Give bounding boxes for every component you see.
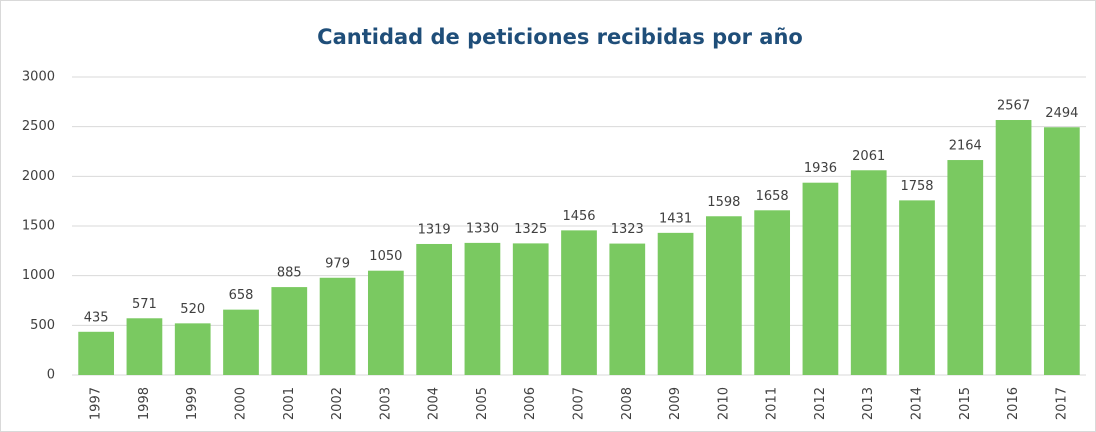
y-tick-label: 500 [30,318,55,333]
data-label: 2061 [852,149,885,164]
bar [319,277,356,375]
data-label: 435 [84,310,109,325]
data-label: 571 [132,297,157,312]
bar [609,243,646,375]
data-label: 2567 [997,99,1030,114]
bar [850,170,887,375]
y-tick-label: 1000 [22,268,55,283]
bar [271,287,308,375]
bar [899,200,935,375]
x-tick-label: 2004 [427,387,442,420]
x-tick-label: 1999 [185,387,200,420]
x-tick-label: 2011 [765,387,780,420]
bar [705,216,742,375]
x-tick-label: 2003 [378,387,393,420]
data-label: 885 [277,266,302,281]
data-label: 1050 [369,249,402,264]
bar [416,243,453,375]
bar [512,243,549,375]
bar [78,331,115,375]
bar [126,318,163,375]
y-tick-label: 3000 [22,70,55,85]
bar [802,182,839,375]
x-tick-label: 2006 [523,387,538,420]
x-tick-label: 1997 [89,387,104,420]
data-label: 1431 [659,211,692,226]
data-label: 658 [229,288,254,303]
bar [561,230,597,375]
bar [754,210,791,375]
x-tick-label: 2005 [475,387,490,420]
bar [1043,127,1080,375]
bar [174,323,211,375]
x-tick-label: 2017 [1054,387,1069,420]
data-label: 1323 [611,222,644,237]
y-tick-label: 2500 [22,119,55,134]
data-label: 1758 [900,179,933,194]
data-label: 1330 [466,221,499,236]
x-tick-label: 2014 [910,387,925,420]
x-tick-label: 2009 [668,387,683,420]
y-tick-label: 0 [47,368,55,383]
x-tick-label: 2007 [572,387,587,420]
data-label: 520 [180,302,205,317]
x-tick-label: 2000 [234,387,249,420]
x-tick-label: 2008 [620,387,635,420]
data-label: 1658 [756,189,789,204]
bar [947,160,984,375]
data-label: 1598 [707,195,740,210]
y-tick-label: 2000 [22,169,55,184]
x-tick-label: 2001 [282,387,297,420]
bar [223,309,259,375]
x-tick-label: 2010 [716,387,731,420]
bar [657,232,694,375]
data-label: 1456 [562,209,595,224]
x-tick-label: 2015 [958,387,973,420]
chart-title: Cantidad de peticiones recibidas por año [317,25,803,49]
data-label: 1936 [804,161,837,176]
x-tick-label: 2012 [813,387,828,420]
bar [367,270,404,375]
data-label: 1325 [514,222,547,237]
x-tick-label: 2002 [330,387,345,420]
bar [464,242,501,375]
data-label: 1319 [418,222,451,237]
x-tick-label: 1998 [137,387,152,420]
y-tick-label: 1500 [22,219,55,234]
x-tick-label: 2013 [861,387,876,420]
data-label: 979 [325,256,350,271]
data-label: 2164 [949,139,982,154]
bar [995,120,1032,376]
data-label: 2494 [1045,106,1078,121]
x-tick-label: 2016 [1006,387,1021,420]
